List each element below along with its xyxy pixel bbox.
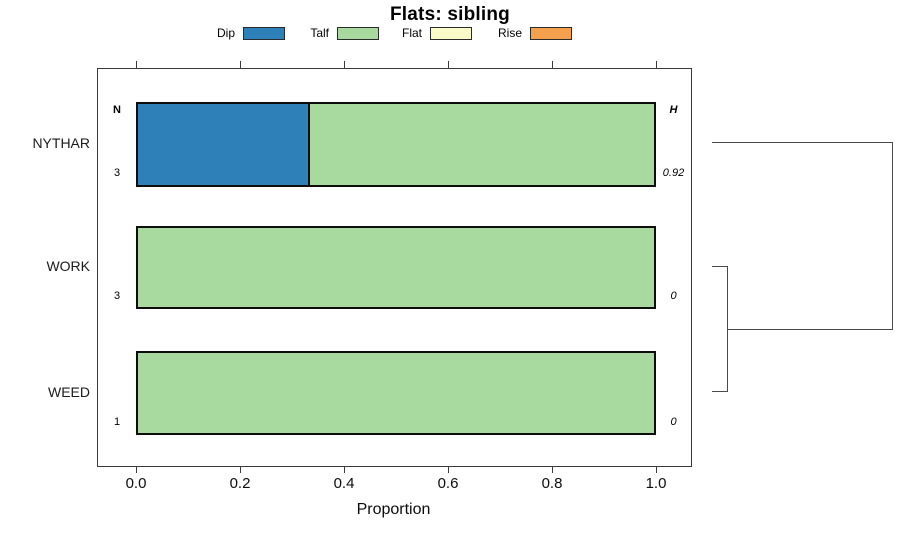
x-axis-tick-top xyxy=(552,61,553,68)
category-label-weed: WEED xyxy=(48,384,90,400)
x-axis-tick-label: 0.0 xyxy=(125,475,147,492)
x-axis-tick-bottom xyxy=(552,466,553,473)
bar-segment-dip xyxy=(138,104,310,185)
x-axis-tick-bottom xyxy=(656,466,657,473)
category-label-nythar: NYTHAR xyxy=(32,135,90,151)
x-axis-tick-bottom xyxy=(448,466,449,473)
x-axis-tick-label: 0.2 xyxy=(229,475,251,492)
dendrogram-branch-nythar xyxy=(712,142,893,143)
category-label-work: WORK xyxy=(46,258,90,274)
legend-swatch-talf xyxy=(337,26,379,40)
plot-area: 0.0 0.2 0.4 0.6 0.8 1.0 N H 3 3 1 0.92 0… xyxy=(97,61,692,492)
bar-weed xyxy=(136,351,656,435)
legend-label: Talf xyxy=(310,26,329,40)
legend-label: Rise xyxy=(497,26,522,40)
dendrogram-branch-work xyxy=(712,266,728,267)
n-value: 1 xyxy=(113,416,121,428)
h-value: 0 xyxy=(670,290,677,302)
bar-nythar xyxy=(136,102,656,187)
bar-segment-talf xyxy=(138,228,654,307)
x-axis-tick-label: 0.6 xyxy=(437,475,459,492)
x-axis-tick-top xyxy=(448,61,449,68)
h-column-header: H xyxy=(669,104,678,116)
x-axis-tick-label: 0.4 xyxy=(333,475,355,492)
legend-label: Flat xyxy=(401,26,422,40)
chart-title: Flats: sibling xyxy=(390,4,510,25)
dendrogram-branch-weed xyxy=(712,391,728,392)
legend-item-talf: Talf xyxy=(297,25,379,41)
bar-segment-talf xyxy=(309,104,654,185)
x-axis-tick-bottom xyxy=(344,466,345,473)
x-axis-tick-bottom xyxy=(240,466,241,473)
legend-swatch-dip xyxy=(243,26,285,40)
legend-item-dip: Dip xyxy=(203,25,285,41)
bar-segment-talf xyxy=(138,353,654,433)
n-column-header: N xyxy=(113,104,121,116)
x-axis-tick-bottom xyxy=(136,466,137,473)
x-axis-tick-label: 1.0 xyxy=(645,475,667,492)
h-value: 0 xyxy=(670,416,677,428)
n-value: 3 xyxy=(113,290,121,302)
x-axis-tick-label: 0.8 xyxy=(541,475,563,492)
x-axis-tick-top xyxy=(136,61,137,68)
x-axis-tick-top xyxy=(240,61,241,68)
x-axis-title: Proportion xyxy=(356,501,431,518)
dendrogram-cluster-link xyxy=(728,329,893,330)
bar-work xyxy=(136,226,656,309)
legend-item-flat: Flat xyxy=(390,25,472,41)
n-value: 3 xyxy=(113,167,121,179)
legend-swatch-rise xyxy=(530,26,572,40)
h-value: 0.92 xyxy=(662,167,685,179)
x-axis-tick-top xyxy=(656,61,657,68)
dendrogram-root-vertical xyxy=(892,142,893,330)
x-axis-tick-top xyxy=(344,61,345,68)
legend-swatch-flat xyxy=(430,26,472,40)
legend-label: Dip xyxy=(216,26,235,40)
legend-item-rise: Rise xyxy=(490,25,572,41)
dendrogram-cluster-vertical xyxy=(727,266,728,392)
